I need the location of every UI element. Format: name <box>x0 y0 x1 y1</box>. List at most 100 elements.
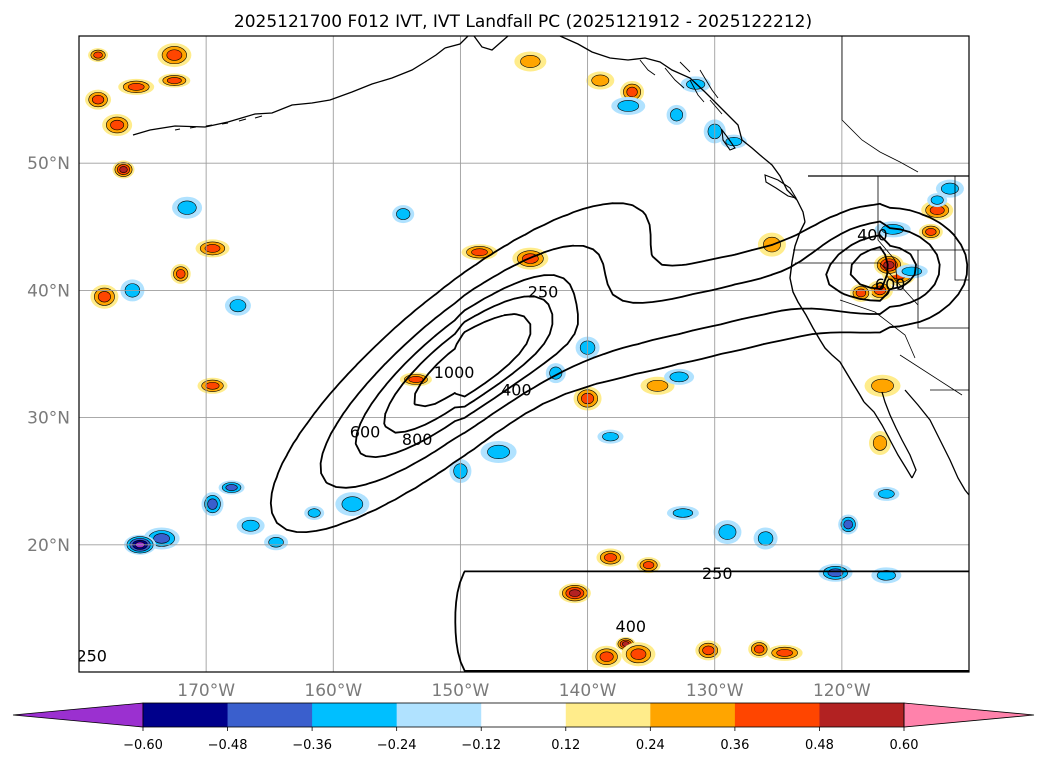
pc-blob <box>90 284 119 309</box>
pc-blob <box>695 640 722 661</box>
colorbar-segment <box>227 703 313 727</box>
pc-blob <box>636 557 661 574</box>
colorbar-segment <box>734 703 820 727</box>
colorbar-tick-label: 0.48 <box>805 738 834 753</box>
ivt-contour-800 <box>383 246 889 434</box>
pc-blob <box>461 244 498 261</box>
pc-blob-level <box>871 378 894 393</box>
pc-blob-level <box>929 205 945 216</box>
pc-blob-level <box>599 651 614 662</box>
longitude-axis: 170°W 160°W 150°W 140°W 130°W 120°W <box>177 681 871 701</box>
pc-blob-level <box>166 77 182 84</box>
colorbar-tick-label: −0.12 <box>461 738 501 753</box>
pc-blob-level <box>591 74 610 87</box>
political-borders <box>793 36 969 396</box>
pc-blob <box>611 96 646 115</box>
pc-blob <box>335 492 370 517</box>
pc-blob <box>88 48 109 63</box>
pc-blob <box>935 179 964 198</box>
pc-blob-level <box>91 94 105 105</box>
pc-blob-level <box>669 371 689 383</box>
alaska-canada-border <box>841 36 919 173</box>
ivt-contour-label: 250 <box>702 564 733 583</box>
pc-blob-level <box>626 86 638 98</box>
pc-blob <box>766 644 803 661</box>
latitude-axis: 20°N 30°N 40°N 50°N <box>27 154 70 556</box>
pc-blob-level <box>119 166 128 173</box>
colorbar-extend-low <box>12 702 144 728</box>
west-coast-us <box>789 221 865 403</box>
pc-blob-level <box>166 49 183 61</box>
pc-blob <box>201 492 224 517</box>
colorbar-tick-label: −0.48 <box>208 738 248 753</box>
pc-blob-level <box>204 244 221 253</box>
pc-blob-level <box>930 195 944 205</box>
pc-blob <box>748 640 771 659</box>
vancouver-island <box>764 174 798 199</box>
pc-blob-level <box>225 484 238 491</box>
pc-blob <box>157 43 192 68</box>
ivt-contour-400 <box>319 220 941 489</box>
ivt-contour-label: 400 <box>857 225 888 244</box>
colorbar-frame <box>142 702 905 728</box>
pc-blob-level <box>672 508 694 518</box>
pc-blob-level <box>718 524 737 540</box>
ivt-contour-label: 1000 <box>434 363 475 382</box>
colorbar-segment <box>481 703 567 727</box>
pc-blob-level <box>241 519 260 532</box>
pc-blob-level <box>754 644 765 654</box>
pc-blob-level <box>843 519 853 530</box>
pc-blob <box>927 193 948 208</box>
ivt-contour-label: 400 <box>616 617 647 636</box>
pc-blob-level <box>205 381 220 390</box>
baja-california <box>863 391 917 479</box>
pc-blob <box>596 548 625 567</box>
colorbar-segment <box>312 703 398 727</box>
pc-blob-level <box>396 208 411 220</box>
gulf-of-alaska-coast <box>559 36 806 223</box>
alaska-panhandle-islands <box>639 59 723 115</box>
pc-blob <box>621 642 656 667</box>
pc-blob-level <box>229 299 247 313</box>
ivt-contour-1000 <box>413 313 532 408</box>
pc-blob-level <box>925 228 937 236</box>
lat-tick-label: 50°N <box>27 154 70 174</box>
pc-blob-level <box>646 379 669 392</box>
lat-tick-label: 30°N <box>27 409 70 429</box>
pc-blob-level <box>686 79 706 90</box>
colorbar-tick-label: 0.24 <box>636 738 665 753</box>
ivt-contour-lines <box>269 202 969 672</box>
colorbar-segment <box>143 703 229 727</box>
aleutian-islands <box>174 115 263 131</box>
pc-blob-level <box>520 54 541 68</box>
ivt-contour-label: 800 <box>402 430 433 449</box>
pc-blob <box>918 223 943 240</box>
colorbar-tick-label: 0.36 <box>720 738 749 753</box>
pc-blob-level <box>97 291 111 303</box>
pc-blob <box>172 196 203 219</box>
map-frame <box>78 35 970 673</box>
pc-blob <box>666 506 699 520</box>
map-content: 250 250 250 400 400 400 600 600 800 1000 <box>79 36 969 672</box>
pc-blob <box>664 368 695 385</box>
pc-blob-level <box>93 51 103 59</box>
ivt-contour-labels: 250 250 250 400 400 400 600 600 800 1000 <box>79 225 905 665</box>
pc-blob <box>753 527 778 550</box>
pc-blob-level <box>827 568 844 578</box>
pc-blob <box>514 51 547 72</box>
pc-blob <box>112 160 135 179</box>
pc-blob <box>666 104 687 125</box>
pc-blob-level <box>175 269 186 279</box>
pc-blob-level <box>153 533 170 544</box>
pc-blob <box>586 71 615 90</box>
pc-blob-level <box>855 288 867 298</box>
ivt-contour-600 <box>354 234 917 458</box>
chart-title: 2025121700 F012 IVT, IVT Landfall PC (20… <box>234 12 812 32</box>
pc-blob <box>224 295 251 316</box>
pc-blob-level <box>642 561 655 570</box>
pc-blob-level <box>883 260 895 270</box>
pc-blob-level <box>408 376 424 383</box>
pc-blob <box>597 429 624 444</box>
pc-blob <box>713 520 742 545</box>
